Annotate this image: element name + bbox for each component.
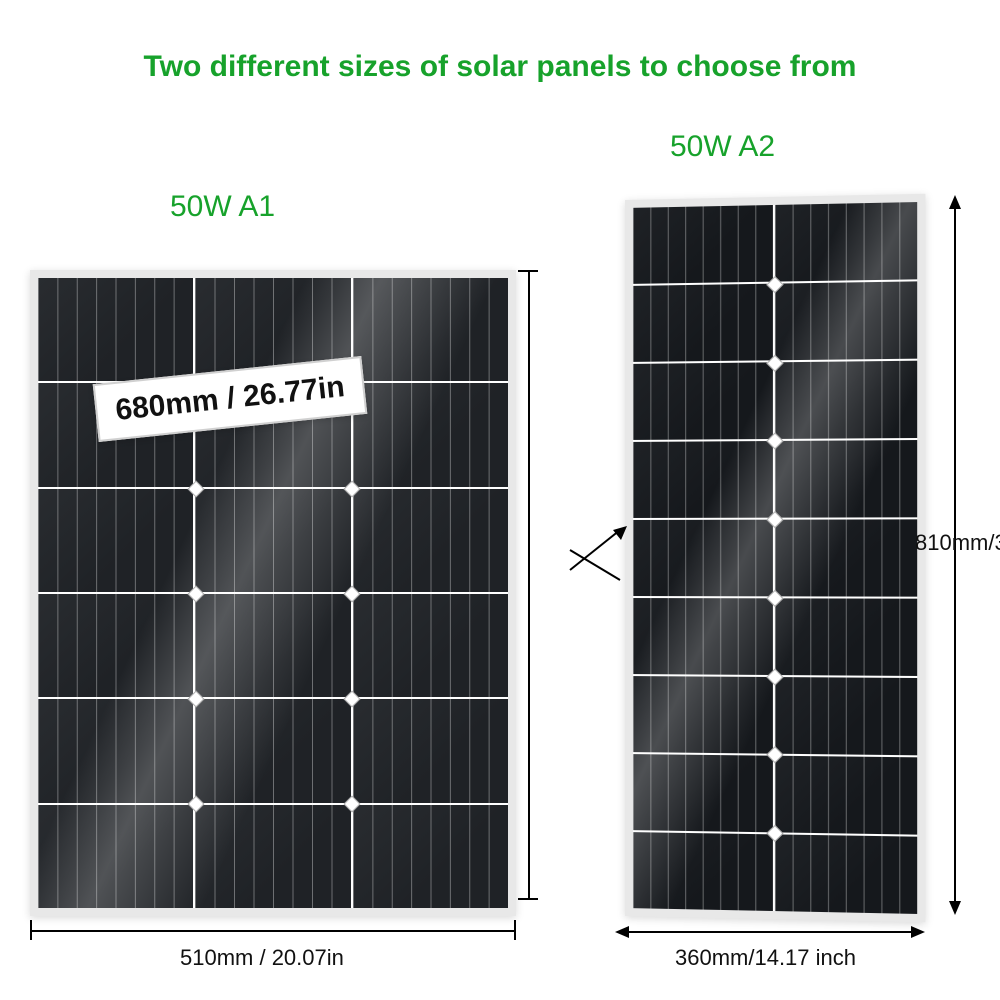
solar-cell — [775, 756, 917, 835]
solar-cell — [633, 676, 773, 754]
panel-a1-label: 50W A1 — [170, 190, 275, 224]
solar-cell — [633, 520, 773, 597]
panel-a2-width-label: 360mm/14.17 inch — [675, 945, 856, 971]
solar-cell — [353, 383, 508, 486]
solar-cell — [38, 278, 193, 381]
solar-cell — [775, 677, 917, 755]
a1-height-tick-bot — [518, 898, 538, 900]
solar-cell — [353, 278, 508, 381]
panel-a2-grid — [633, 202, 917, 914]
solar-cell — [353, 594, 508, 697]
solar-cell — [353, 489, 508, 592]
panel-a2-label: 50W A2 — [670, 130, 775, 164]
solar-cell — [38, 699, 193, 802]
solar-panel-a2 — [625, 194, 925, 923]
solar-cell — [633, 284, 773, 362]
a1-height-dim-line — [528, 270, 530, 900]
solar-cell — [195, 594, 350, 697]
solar-cell — [633, 598, 773, 675]
solar-cell — [195, 699, 350, 802]
solar-cell — [195, 805, 350, 908]
solar-cell — [633, 832, 773, 911]
a1-width-dim-line — [30, 930, 516, 932]
solar-cell — [633, 441, 773, 518]
solar-cell — [38, 489, 193, 592]
a1-width-tick-l — [30, 920, 32, 940]
solar-cell — [633, 205, 773, 284]
solar-cell — [353, 699, 508, 802]
solar-cell — [775, 519, 917, 596]
a2-callout-arrow — [565, 520, 635, 590]
solar-cell — [775, 598, 917, 676]
a1-width-tick-r — [514, 920, 516, 940]
solar-cell — [775, 202, 917, 282]
a1-height-tick-top — [518, 270, 538, 272]
solar-cell — [353, 805, 508, 908]
solar-cell — [633, 362, 773, 440]
solar-cell — [38, 594, 193, 697]
solar-cell — [775, 361, 917, 439]
solar-cell — [195, 489, 350, 592]
panel-a2-height-label: 810mm/31.89 — [915, 530, 1000, 556]
solar-cell — [775, 440, 917, 518]
panel-a1-width-label: 510mm / 20.07in — [180, 945, 344, 971]
solar-cell — [775, 281, 917, 360]
solar-cell — [38, 805, 193, 908]
solar-cell — [633, 754, 773, 832]
page-heading: Two different sizes of solar panels to c… — [0, 50, 1000, 84]
solar-cell — [775, 834, 917, 914]
